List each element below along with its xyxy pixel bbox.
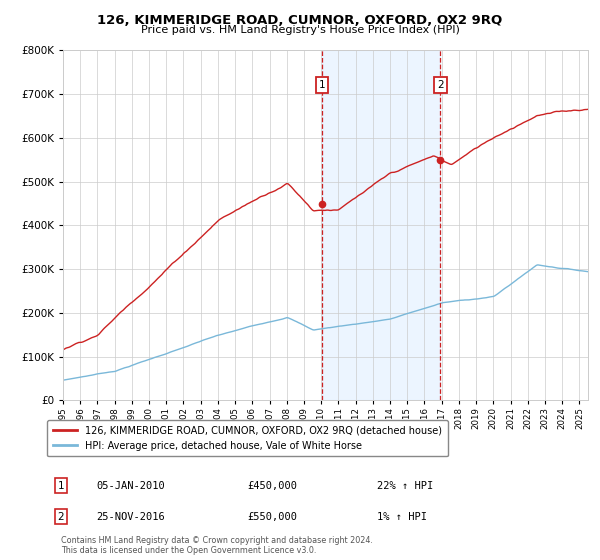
- Text: 2: 2: [58, 512, 64, 522]
- Text: £450,000: £450,000: [247, 480, 297, 491]
- Text: 05-JAN-2010: 05-JAN-2010: [96, 480, 165, 491]
- Text: Price paid vs. HM Land Registry's House Price Index (HPI): Price paid vs. HM Land Registry's House …: [140, 25, 460, 35]
- Text: Contains HM Land Registry data © Crown copyright and database right 2024.
This d: Contains HM Land Registry data © Crown c…: [61, 536, 373, 555]
- Text: 1: 1: [58, 480, 64, 491]
- Legend: 126, KIMMERIDGE ROAD, CUMNOR, OXFORD, OX2 9RQ (detached house), HPI: Average pri: 126, KIMMERIDGE ROAD, CUMNOR, OXFORD, OX…: [47, 420, 448, 456]
- Text: 1: 1: [319, 81, 325, 90]
- Text: 25-NOV-2016: 25-NOV-2016: [96, 512, 165, 522]
- Text: £550,000: £550,000: [247, 512, 297, 522]
- Text: 22% ↑ HPI: 22% ↑ HPI: [377, 480, 433, 491]
- Text: 126, KIMMERIDGE ROAD, CUMNOR, OXFORD, OX2 9RQ: 126, KIMMERIDGE ROAD, CUMNOR, OXFORD, OX…: [97, 14, 503, 27]
- Text: 2: 2: [437, 81, 443, 90]
- Text: 1% ↑ HPI: 1% ↑ HPI: [377, 512, 427, 522]
- Bar: [322, 50, 440, 400]
